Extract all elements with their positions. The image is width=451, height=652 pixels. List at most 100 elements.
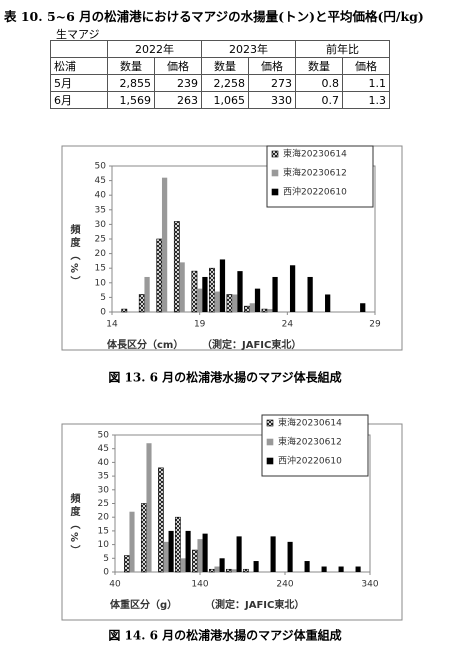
y-tick-label: 15	[98, 526, 109, 536]
bar	[202, 276, 208, 312]
header-row: 松浦 数量 価格 数量 価格 数量 価格	[50, 57, 390, 75]
bar	[175, 516, 181, 573]
x-tick-label: 19	[194, 320, 206, 330]
title: 表 10. 5~6 月の松浦港におけるマアジの水揚量(トン)と平均価格(円/kg…	[4, 9, 424, 24]
bar	[232, 294, 238, 312]
y-tick-label: 15	[95, 264, 106, 274]
bar	[267, 309, 273, 312]
annotation: （測定：JAFIC東北）	[202, 338, 301, 351]
x-tick-label: 240	[276, 580, 293, 590]
bar	[146, 443, 152, 572]
legend-frame	[261, 414, 369, 477]
bar	[161, 177, 168, 312]
legend-swatch	[271, 188, 279, 196]
y-tick-label: 0	[100, 308, 106, 318]
y-tick-label: 30	[98, 485, 110, 495]
legend-swatch	[271, 150, 279, 158]
caption: 図 13. 6 月の松浦港水揚のマアジ体長組成	[108, 370, 341, 385]
y-tick-label: 10	[98, 540, 110, 550]
bar	[231, 569, 237, 572]
bar	[325, 294, 331, 312]
legend-swatch	[271, 169, 279, 177]
bar	[270, 536, 276, 572]
y-tick-label: 20	[95, 249, 107, 259]
bar	[355, 566, 361, 572]
cell: 6月	[50, 91, 108, 109]
cell: 1,569	[107, 91, 155, 109]
bar	[144, 276, 150, 312]
legend-swatch	[266, 419, 274, 427]
bar	[360, 303, 366, 312]
x-tick-label: 340	[361, 580, 378, 590]
y-tick-label: 30	[95, 220, 107, 230]
legend-swatch	[266, 438, 274, 446]
cell: 価格	[248, 57, 296, 75]
bar	[209, 568, 215, 573]
bar	[338, 566, 344, 572]
bar	[209, 267, 215, 313]
y-tick-label: 35	[95, 205, 106, 215]
legend-label: 東海20230614	[283, 148, 347, 160]
legend-label: 東海20230614	[278, 417, 342, 429]
bar	[226, 294, 233, 313]
bar	[197, 288, 203, 312]
y-tick-label: 35	[98, 472, 109, 482]
bar	[138, 294, 145, 313]
y-axis-label: 頻度（%）	[68, 492, 81, 558]
cell: 330	[248, 91, 296, 109]
bar	[156, 238, 163, 313]
bar	[307, 276, 313, 312]
bar	[244, 305, 250, 313]
annotation: （測定：JAFIC東北）	[205, 598, 304, 611]
bar	[321, 566, 327, 572]
bar	[219, 558, 225, 572]
y-tick-label: 5	[103, 554, 109, 564]
bar	[272, 276, 278, 312]
x-tick-label: 24	[282, 320, 294, 330]
bar	[304, 561, 310, 572]
bar	[179, 262, 185, 312]
y-tick-label: 10	[95, 278, 107, 288]
bar	[163, 541, 169, 572]
y-tick-label: 45	[95, 176, 106, 186]
y-tick-label: 25	[98, 499, 109, 509]
bar	[191, 270, 198, 313]
header-cell: 2022年	[107, 40, 202, 58]
y-tick-label: 50	[95, 162, 107, 172]
bar	[141, 503, 147, 573]
cell: 1.3	[342, 91, 390, 109]
row: 5月 2,855 239 2,258 273 0.8 1.1	[50, 74, 390, 92]
y-tick-label: 0	[103, 568, 109, 578]
x-tick-label: 14	[106, 320, 118, 330]
bar	[236, 536, 242, 572]
cell: 2,258	[201, 74, 249, 92]
y-tick-label: 45	[98, 444, 109, 454]
table: 2022年 2023年 前年比 松浦 数量 価格 数量 価格 数量 価格 5月 2,855 23…	[50, 40, 390, 109]
bar	[214, 291, 220, 312]
y-tick-label: 40	[95, 191, 107, 201]
bar	[219, 259, 226, 312]
y-axis-label: 頻度（%）	[68, 223, 81, 289]
cell: 数量	[201, 57, 249, 75]
y-tick-label: 50	[98, 431, 110, 441]
bar	[129, 511, 135, 572]
bar	[253, 561, 259, 572]
y-tick-label: 40	[98, 458, 110, 468]
bar	[185, 530, 191, 572]
bar	[243, 568, 249, 573]
y-tick-label: 20	[98, 513, 110, 523]
bar	[192, 549, 198, 573]
y-tick-label: 5	[100, 293, 106, 303]
legend-label: 東海20230612	[283, 167, 347, 179]
bar	[289, 265, 296, 312]
bar	[197, 539, 203, 572]
table-label: 生マアジ	[56, 28, 100, 41]
bar	[202, 533, 208, 572]
x-tick-label: 29	[369, 320, 381, 330]
x-axis-label: 体重区分（g）	[110, 598, 177, 611]
x-tick-label: 40	[109, 580, 121, 590]
x-axis-label: 体長区分（cm）	[107, 338, 183, 351]
bar	[287, 541, 293, 572]
bar	[214, 566, 220, 572]
